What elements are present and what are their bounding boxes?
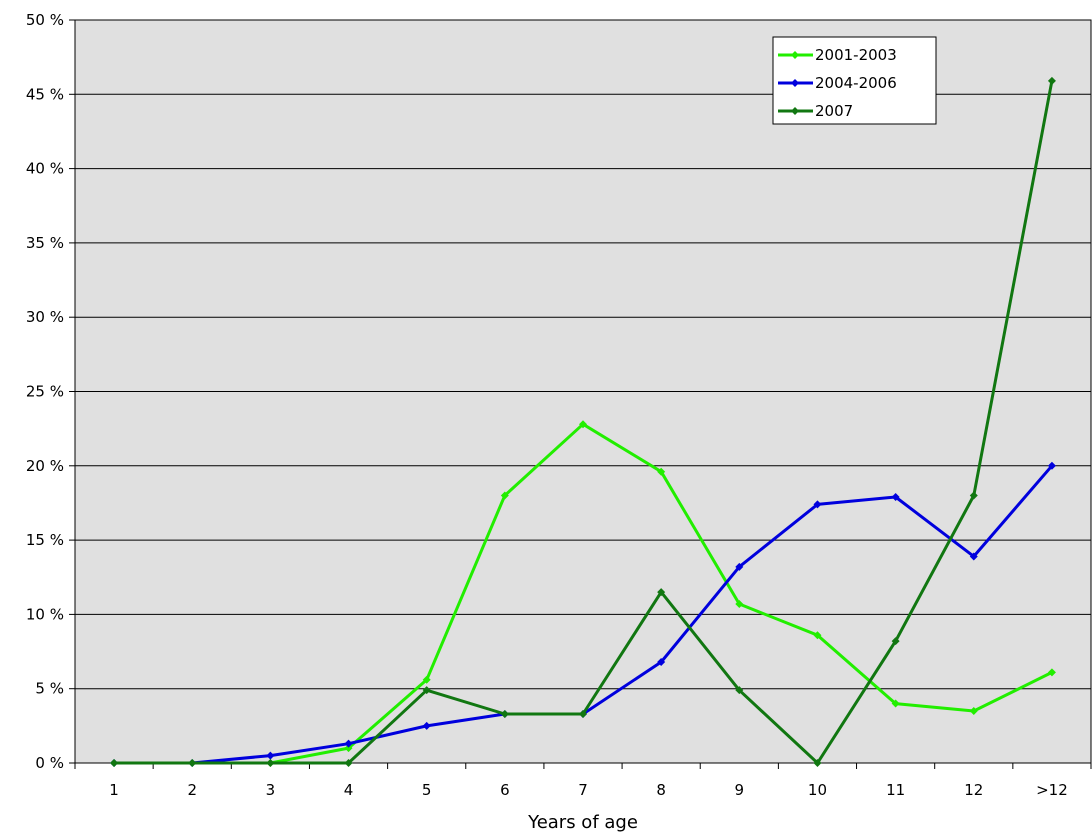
- data-point: [735, 562, 744, 571]
- y-tick-label: 15 %: [26, 531, 64, 549]
- data-point: [344, 744, 353, 753]
- legend-item: 2007: [778, 102, 853, 120]
- data-point: [891, 493, 900, 502]
- x-tick-label: 3: [266, 781, 276, 799]
- legend-label: 2004-2006: [815, 74, 897, 92]
- data-point: [266, 759, 275, 767]
- y-tick-label: 30 %: [26, 308, 64, 326]
- x-tick-label: 6: [500, 781, 510, 799]
- data-point: [969, 552, 978, 561]
- data-point: [969, 491, 978, 500]
- y-tick-label: 45 %: [26, 85, 64, 103]
- x-tick-label: 9: [735, 781, 745, 799]
- x-tick-label: 4: [344, 781, 354, 799]
- y-tick-label: 25 %: [26, 383, 64, 401]
- data-point: [1047, 461, 1056, 470]
- data-point: [735, 599, 744, 608]
- data-point: [188, 759, 197, 767]
- legend: 2001-2003 2004-2006 2007: [772, 36, 937, 125]
- y-tick-label: 5 %: [35, 680, 64, 698]
- data-point: [657, 588, 666, 597]
- data-point: [266, 751, 275, 760]
- x-tick-label: 7: [578, 781, 588, 799]
- gridlines: [69, 19, 1091, 764]
- x-tick-label: 1: [109, 781, 119, 799]
- data-point: [735, 686, 744, 695]
- data-point: [579, 420, 587, 429]
- y-tick-label: 10 %: [26, 605, 64, 623]
- data-point: [579, 709, 587, 718]
- data-point: [422, 686, 431, 695]
- data-point: [813, 631, 822, 640]
- data-point: [1047, 76, 1056, 85]
- data-point: [657, 467, 666, 476]
- data-point: [110, 759, 119, 767]
- data-point: [344, 759, 353, 767]
- y-tick-label: 0 %: [35, 754, 64, 772]
- data-point: [500, 491, 509, 500]
- x-tick-label: 10: [808, 781, 827, 799]
- data-point: [657, 657, 666, 666]
- series-lines: [110, 76, 1056, 767]
- x-tick-label: 12: [964, 781, 983, 799]
- y-tick-label: 50 %: [26, 11, 64, 29]
- legend-label: 2007: [815, 102, 853, 120]
- data-point: [969, 706, 978, 715]
- data-point: [1047, 668, 1056, 677]
- data-point: [422, 721, 431, 730]
- legend-marker: [791, 107, 799, 115]
- legend-item: 2001-2003: [778, 46, 897, 64]
- data-point: [500, 709, 509, 718]
- series-3: [110, 76, 1056, 767]
- y-axis-tick-labels: 0 % 5 % 10 % 15 % 20 % 25 % 30 % 35 % 40 % 45 % 50…: [26, 11, 64, 772]
- data-point: [891, 699, 900, 708]
- y-tick-label: 20 %: [26, 457, 64, 475]
- data-point: [813, 500, 822, 509]
- x-tick-label: 5: [422, 781, 432, 799]
- x-tick-label: 2: [187, 781, 197, 799]
- x-axis-ticks: [74, 763, 1092, 769]
- x-tick-label: 11: [886, 781, 905, 799]
- data-point: [422, 675, 431, 684]
- legend-marker: [791, 51, 799, 59]
- x-axis-title: Years of age: [527, 812, 638, 833]
- data-point: [891, 637, 900, 646]
- legend-item: 2004-2006: [778, 74, 897, 92]
- y-tick-label: 40 %: [26, 160, 64, 178]
- data-point: [344, 739, 353, 748]
- x-tick-label: 8: [656, 781, 666, 799]
- y-tick-label: 35 %: [26, 234, 64, 252]
- x-axis-tick-labels: 1 2 3 4 5 6 7 8 9 10 11 12 >12: [109, 781, 1067, 799]
- legend-label: 2001-2003: [815, 46, 897, 64]
- legend-marker: [791, 79, 799, 87]
- data-point: [813, 759, 822, 767]
- x-tick-label: >12: [1036, 781, 1068, 799]
